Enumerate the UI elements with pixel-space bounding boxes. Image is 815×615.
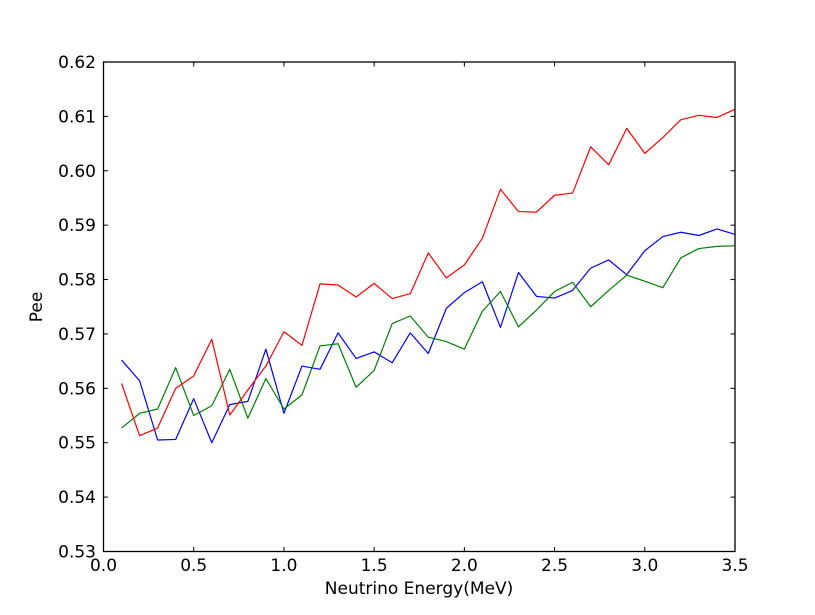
- x-tick-label: 0.5: [180, 556, 207, 576]
- green-line: [121, 245, 736, 429]
- x-tick-label: 3.5: [721, 556, 748, 576]
- blue-line: [121, 228, 736, 444]
- y-tick-label: 0.55: [58, 434, 96, 454]
- plot-area: 0.0 0.5 1.0 1.5 2.0 2.5 3.0 3.5 0.53 0.54 0.55 0.56…: [58, 53, 748, 576]
- x-tick-label: 0.0: [90, 556, 117, 576]
- y-tick-label: 0.61: [58, 107, 96, 127]
- x-axis-title: Neutrino Energy(MeV): [325, 579, 513, 599]
- y-tick-label: 0.53: [58, 543, 96, 563]
- red-line: [120, 108, 736, 437]
- x-tick-label: 2.0: [451, 556, 478, 576]
- y-tick-label: 0.59: [58, 216, 96, 236]
- y-tick-label: 0.62: [58, 53, 96, 73]
- y-tick-label: 0.58: [58, 271, 96, 291]
- y-tick-label: 0.56: [58, 379, 96, 399]
- x-tick-label: 1.0: [270, 556, 297, 576]
- y-tick-label: 0.57: [58, 325, 96, 345]
- x-tick-label: 2.5: [541, 556, 568, 576]
- plot-frame: [102, 61, 736, 553]
- x-tick-label: 1.5: [361, 556, 388, 576]
- y-tick-label: 0.54: [58, 488, 96, 508]
- y-axis-title: Pee: [27, 292, 47, 323]
- x-tick-label: 3.0: [631, 556, 658, 576]
- y-tick-label: 0.60: [58, 162, 96, 182]
